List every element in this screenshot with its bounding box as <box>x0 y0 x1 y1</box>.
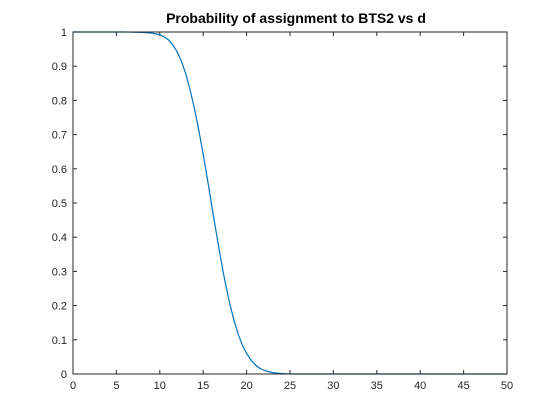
y-tick-label: 0.4 <box>52 232 67 244</box>
y-axis: 0 0.1 0.2 0.3 0.4 0.5 0.6 0.7 0.8 0.9 1 <box>52 27 507 381</box>
x-tick-label: 10 <box>154 380 166 392</box>
x-tick-label: 0 <box>70 380 76 392</box>
series-line <box>73 31 507 375</box>
x-tick-label: 40 <box>414 380 426 392</box>
y-tick-label: 0.1 <box>52 335 67 347</box>
y-tick-label: 0.9 <box>52 61 67 73</box>
y-tick-label: 0.5 <box>52 198 67 210</box>
y-tick-label: 0.8 <box>52 95 67 107</box>
x-tick-label: 45 <box>457 380 469 392</box>
y-tick-label: 0.6 <box>52 164 67 176</box>
x-tick-label: 30 <box>327 380 339 392</box>
y-tick-label: 0 <box>61 369 67 381</box>
x-axis: 0 5 10 15 20 25 30 35 40 45 50 <box>70 32 513 392</box>
axes-box <box>72 31 508 375</box>
x-tick-label: 25 <box>284 380 296 392</box>
y-tick-label: 0.3 <box>52 266 67 278</box>
plot-area <box>73 31 507 375</box>
x-tick-label: 35 <box>371 380 383 392</box>
x-tick-label: 20 <box>240 380 252 392</box>
chart-title: Probability of assignment to BTS2 vs d <box>166 10 426 26</box>
x-tick-label: 5 <box>113 380 119 392</box>
x-tick-label: 50 <box>501 380 513 392</box>
x-tick-label: 15 <box>197 380 209 392</box>
y-tick-label: 1 <box>61 27 67 39</box>
y-tick-label: 0.7 <box>52 130 67 142</box>
y-tick-label: 0.2 <box>52 301 67 313</box>
